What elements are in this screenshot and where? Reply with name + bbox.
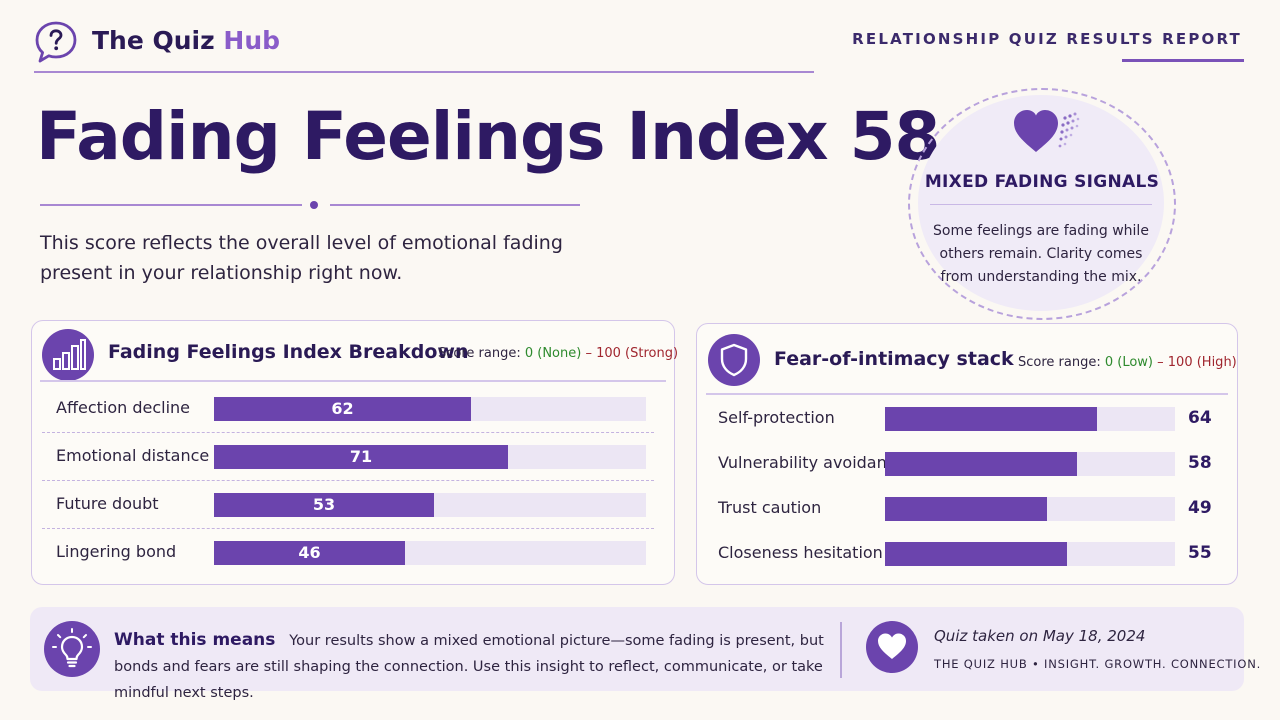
breakdown-row-label: Lingering bond (56, 542, 177, 561)
intimacy-header-rule (706, 393, 1228, 395)
breakdown-title: Fading Feelings Index Breakdown (108, 341, 469, 363)
breakdown-bar-track: 53 (214, 493, 646, 517)
breakdown-score-range: Score range: 0 (None) – 100 (Strong) (438, 346, 678, 361)
row-separator (42, 528, 654, 529)
page-title: Fading Feelings Index 58 (36, 98, 940, 175)
insight-text: What this means Your results show a mixe… (114, 627, 824, 706)
intimacy-bar-value: 49 (1188, 498, 1212, 518)
intimacy-bar-track (885, 452, 1175, 476)
breakdown-bar-track: 46 (214, 541, 646, 565)
intimacy-bar-track (885, 542, 1175, 566)
intimacy-bar-track (885, 407, 1175, 431)
intimacy-bar-value: 64 (1188, 408, 1212, 428)
insight-banner (30, 607, 1244, 691)
breakdown-bar-fill (214, 445, 508, 469)
breakdown-bar-value: 71 (349, 447, 373, 466)
page-subtitle: This score reflects the overall level of… (40, 232, 563, 284)
intimacy-title: Fear-of-intimacy stack (774, 348, 1014, 370)
heart-icon (866, 621, 918, 673)
breakdown-bar-fill (214, 541, 405, 565)
insight-title: What this means (114, 630, 276, 650)
breakdown-header-rule (40, 380, 666, 382)
intimacy-bar-track (885, 497, 1175, 521)
range-prefix: Score range: (438, 346, 525, 361)
breakdown-bar-fill (214, 397, 471, 421)
lightbulb-icon (44, 621, 100, 677)
brand-name: The Quiz Hub (92, 26, 280, 55)
status-badge-ring (908, 88, 1176, 320)
range-separator: – (1153, 355, 1168, 370)
banner-separator (840, 622, 842, 678)
breakdown-bar-value: 62 (331, 399, 354, 418)
intimacy-bar-value: 55 (1188, 543, 1212, 563)
header-rule (34, 71, 814, 73)
range-prefix: Score range: (1018, 355, 1105, 370)
brand-main: The Quiz (92, 26, 215, 55)
bar-chart-icon (42, 329, 94, 381)
intimacy-bar-fill (885, 497, 1047, 521)
status-badge-title: MIXED FADING SIGNALS (924, 172, 1160, 192)
status-badge-text: Some feelings are fading while others re… (933, 223, 1149, 285)
row-separator (42, 480, 654, 481)
intimacy-bar-fill (885, 452, 1077, 476)
range-separator: – (581, 346, 597, 361)
intimacy-bar-fill (885, 407, 1097, 431)
breakdown-row-label: Emotional distance (56, 446, 210, 465)
intimacy-bar-value: 58 (1188, 453, 1212, 473)
breakdown-bar-value: 53 (312, 495, 336, 514)
breakdown-bar-track: 71 (214, 445, 646, 469)
quiz-date: Quiz taken on May 18, 2024 (934, 627, 1146, 645)
range-low: 0 (Low) (1104, 355, 1154, 370)
footer-tagline: THE QUIZ HUB • INSIGHT. GROWTH. CONNECTI… (934, 657, 1262, 671)
insight-body: Your results show a mixed emotional pict… (114, 633, 824, 701)
brand-accent: Hub (223, 26, 281, 55)
range-low: 0 (None) (524, 346, 582, 361)
intimacy-row-label: Closeness hesitation (718, 543, 883, 562)
breakdown-bar-fill (214, 493, 434, 517)
heart-fading-icon (1014, 110, 1080, 152)
breakdown-row-label: Future doubt (56, 494, 159, 513)
intimacy-row-label: Vulnerability avoidance (718, 453, 906, 472)
breakdown-bar-value: 46 (298, 543, 321, 562)
breakdown-row-label: Affection decline (56, 398, 191, 417)
shield-icon (708, 334, 760, 386)
row-separator (42, 432, 654, 433)
chat-question-icon (35, 21, 77, 63)
intimacy-score-range: Score range: 0 (Low) – 100 (High) (1018, 355, 1237, 370)
intimacy-row-label: Trust caution (718, 498, 822, 517)
breakdown-bar-track: 62 (214, 397, 646, 421)
range-high: 100 (High) (1167, 355, 1237, 370)
title-divider (40, 198, 580, 212)
status-badge-rule (930, 204, 1152, 205)
intimacy-bar-fill (885, 542, 1067, 566)
intimacy-row-label: Self-protection (718, 408, 835, 427)
range-high: 100 (Strong) (596, 346, 679, 361)
report-label-underline (1122, 59, 1244, 62)
report-label: RELATIONSHIP QUIZ RESULTS REPORT (852, 30, 1242, 48)
